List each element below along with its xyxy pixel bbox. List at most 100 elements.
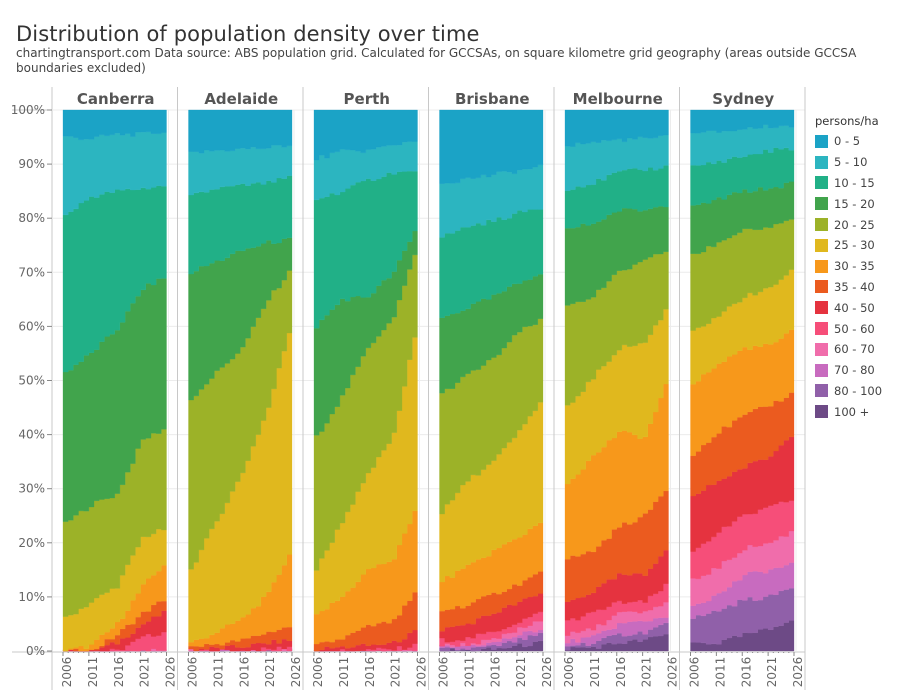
x-tick-label: 2021 [640, 657, 654, 688]
panel-header: Adelaide [204, 90, 278, 108]
legend-item[interactable]: 30 - 35 [815, 256, 882, 277]
legend-item[interactable]: 60 - 70 [815, 339, 882, 360]
x-tick-label: 2026 [540, 657, 554, 688]
x-tick-label: 2011 [86, 657, 100, 688]
legend-swatch [815, 176, 828, 190]
y-tick-label: 10% [18, 590, 45, 604]
legend-item[interactable]: 25 - 30 [815, 235, 882, 256]
x-tick-label: 2006 [311, 657, 325, 688]
x-tick-label: 2026 [289, 657, 303, 688]
panel-header: Canberra [77, 90, 155, 108]
legend-swatch [815, 384, 828, 398]
legend-swatch [815, 259, 828, 273]
legend-label: 15 - 20 [834, 196, 875, 211]
legend-label: 40 - 50 [834, 300, 875, 315]
y-tick-label: 40% [18, 428, 45, 442]
panel-perth: Perth 2006 2011 2016 2021 2026 [311, 90, 429, 687]
area-band-0-5 [188, 109, 293, 154]
y-tick-label: 80% [18, 211, 45, 225]
legend-item[interactable]: 5 - 10 [815, 152, 882, 173]
x-tick-label: 2011 [462, 657, 476, 688]
x-tick-label: 2016 [488, 657, 502, 688]
legend-item[interactable]: 0 - 5 [815, 131, 882, 152]
x-tick-label: 2026 [164, 657, 178, 688]
x-tick-label: 2016 [112, 657, 126, 688]
x-tick-label: 2021 [765, 657, 779, 688]
legend-item[interactable]: 10 - 15 [815, 173, 882, 194]
legend-label: 100 + [834, 404, 870, 419]
legend-label: 35 - 40 [834, 279, 875, 294]
area-band-0-5 [62, 109, 167, 141]
area-band-0-5 [564, 109, 669, 147]
legend-swatch [815, 197, 828, 211]
y-tick-label: 50% [18, 374, 45, 388]
x-tick-label: 2021 [263, 657, 277, 688]
legend-item[interactable]: 15 - 20 [815, 193, 882, 214]
legend-item[interactable]: 70 - 80 [815, 360, 882, 381]
y-tick-label: 70% [18, 265, 45, 279]
x-tick-label: 2026 [666, 657, 680, 688]
legend-item[interactable]: 80 - 100 [815, 381, 882, 402]
x-tick-label: 2011 [211, 657, 225, 688]
area-band-0-5 [313, 109, 418, 161]
legend-swatch [815, 342, 828, 356]
legend-item[interactable]: 100 + [815, 401, 882, 422]
area-band-0-5 [439, 109, 544, 184]
panel-header: Sydney [712, 90, 774, 108]
legend-item[interactable]: 40 - 50 [815, 297, 882, 318]
legend-swatch [815, 218, 828, 232]
legend-label: 50 - 60 [834, 321, 875, 336]
x-tick-label: 2021 [138, 657, 152, 688]
x-tick-label: 2016 [739, 657, 753, 688]
x-tick-label: 2016 [237, 657, 251, 688]
panel-header: Perth [344, 90, 390, 108]
legend-label: 60 - 70 [834, 342, 875, 357]
y-tick-label: 60% [18, 319, 45, 333]
x-tick-label: 2016 [363, 657, 377, 688]
x-tick-label: 2021 [514, 657, 528, 688]
legend-swatch [815, 405, 828, 419]
legend-label: 30 - 35 [834, 259, 875, 274]
panel-sydney: Sydney 2006 2011 2016 2021 2026 [688, 90, 806, 687]
legend-label: 80 - 100 [834, 383, 883, 398]
legend-item[interactable]: 20 - 25 [815, 214, 882, 235]
legend-swatch [815, 238, 828, 252]
legend-swatch [815, 134, 828, 148]
panel-brisbane: Brisbane 2006 2011 2016 2021 2026 [437, 90, 555, 687]
x-tick-label: 2006 [60, 657, 74, 688]
y-tick-label: 90% [18, 157, 45, 171]
legend-swatch [815, 280, 828, 294]
legend-label: 10 - 15 [834, 175, 875, 190]
legend-item[interactable]: 35 - 40 [815, 277, 882, 298]
legend-label: 5 - 10 [834, 155, 868, 170]
legend: persons/ha 0 - 5 5 - 10 10 - 15 15 - 20 20 -… [815, 114, 882, 422]
x-tick-label: 2011 [588, 657, 602, 688]
x-tick-label: 2006 [437, 657, 451, 688]
x-tick-label: 2011 [337, 657, 351, 688]
legend-swatch [815, 363, 828, 377]
x-tick-label: 2026 [415, 657, 429, 688]
x-tick-label: 2011 [713, 657, 727, 688]
legend-swatch [815, 155, 828, 169]
y-tick-label: 20% [18, 536, 45, 550]
y-tick-label: 100% [11, 103, 45, 117]
x-tick-label: 2016 [614, 657, 628, 688]
area-band-0-5 [690, 109, 795, 134]
y-tick-label: 30% [18, 482, 45, 496]
chart-subtitle: chartingtransport.com Data source: ABS p… [16, 46, 857, 75]
legend-label: 0 - 5 [834, 134, 861, 149]
legend-title: persons/ha [815, 114, 879, 128]
panel-canberra: Canberra 2006 2011 2016 2021 2026 [60, 90, 178, 687]
legend-label: 25 - 30 [834, 238, 875, 253]
legend-swatch [815, 322, 828, 336]
x-tick-label: 2006 [562, 657, 576, 688]
chart-title: Distribution of population density over … [16, 22, 480, 46]
x-tick-label: 2006 [186, 657, 200, 688]
x-tick-label: 2006 [688, 657, 702, 688]
panel-header: Brisbane [455, 90, 530, 108]
panel-adelaide: Adelaide 2006 2011 2016 2021 2026 [186, 90, 304, 687]
legend-item[interactable]: 50 - 60 [815, 318, 882, 339]
x-tick-label: 2026 [791, 657, 805, 688]
x-tick-label: 2021 [389, 657, 403, 688]
